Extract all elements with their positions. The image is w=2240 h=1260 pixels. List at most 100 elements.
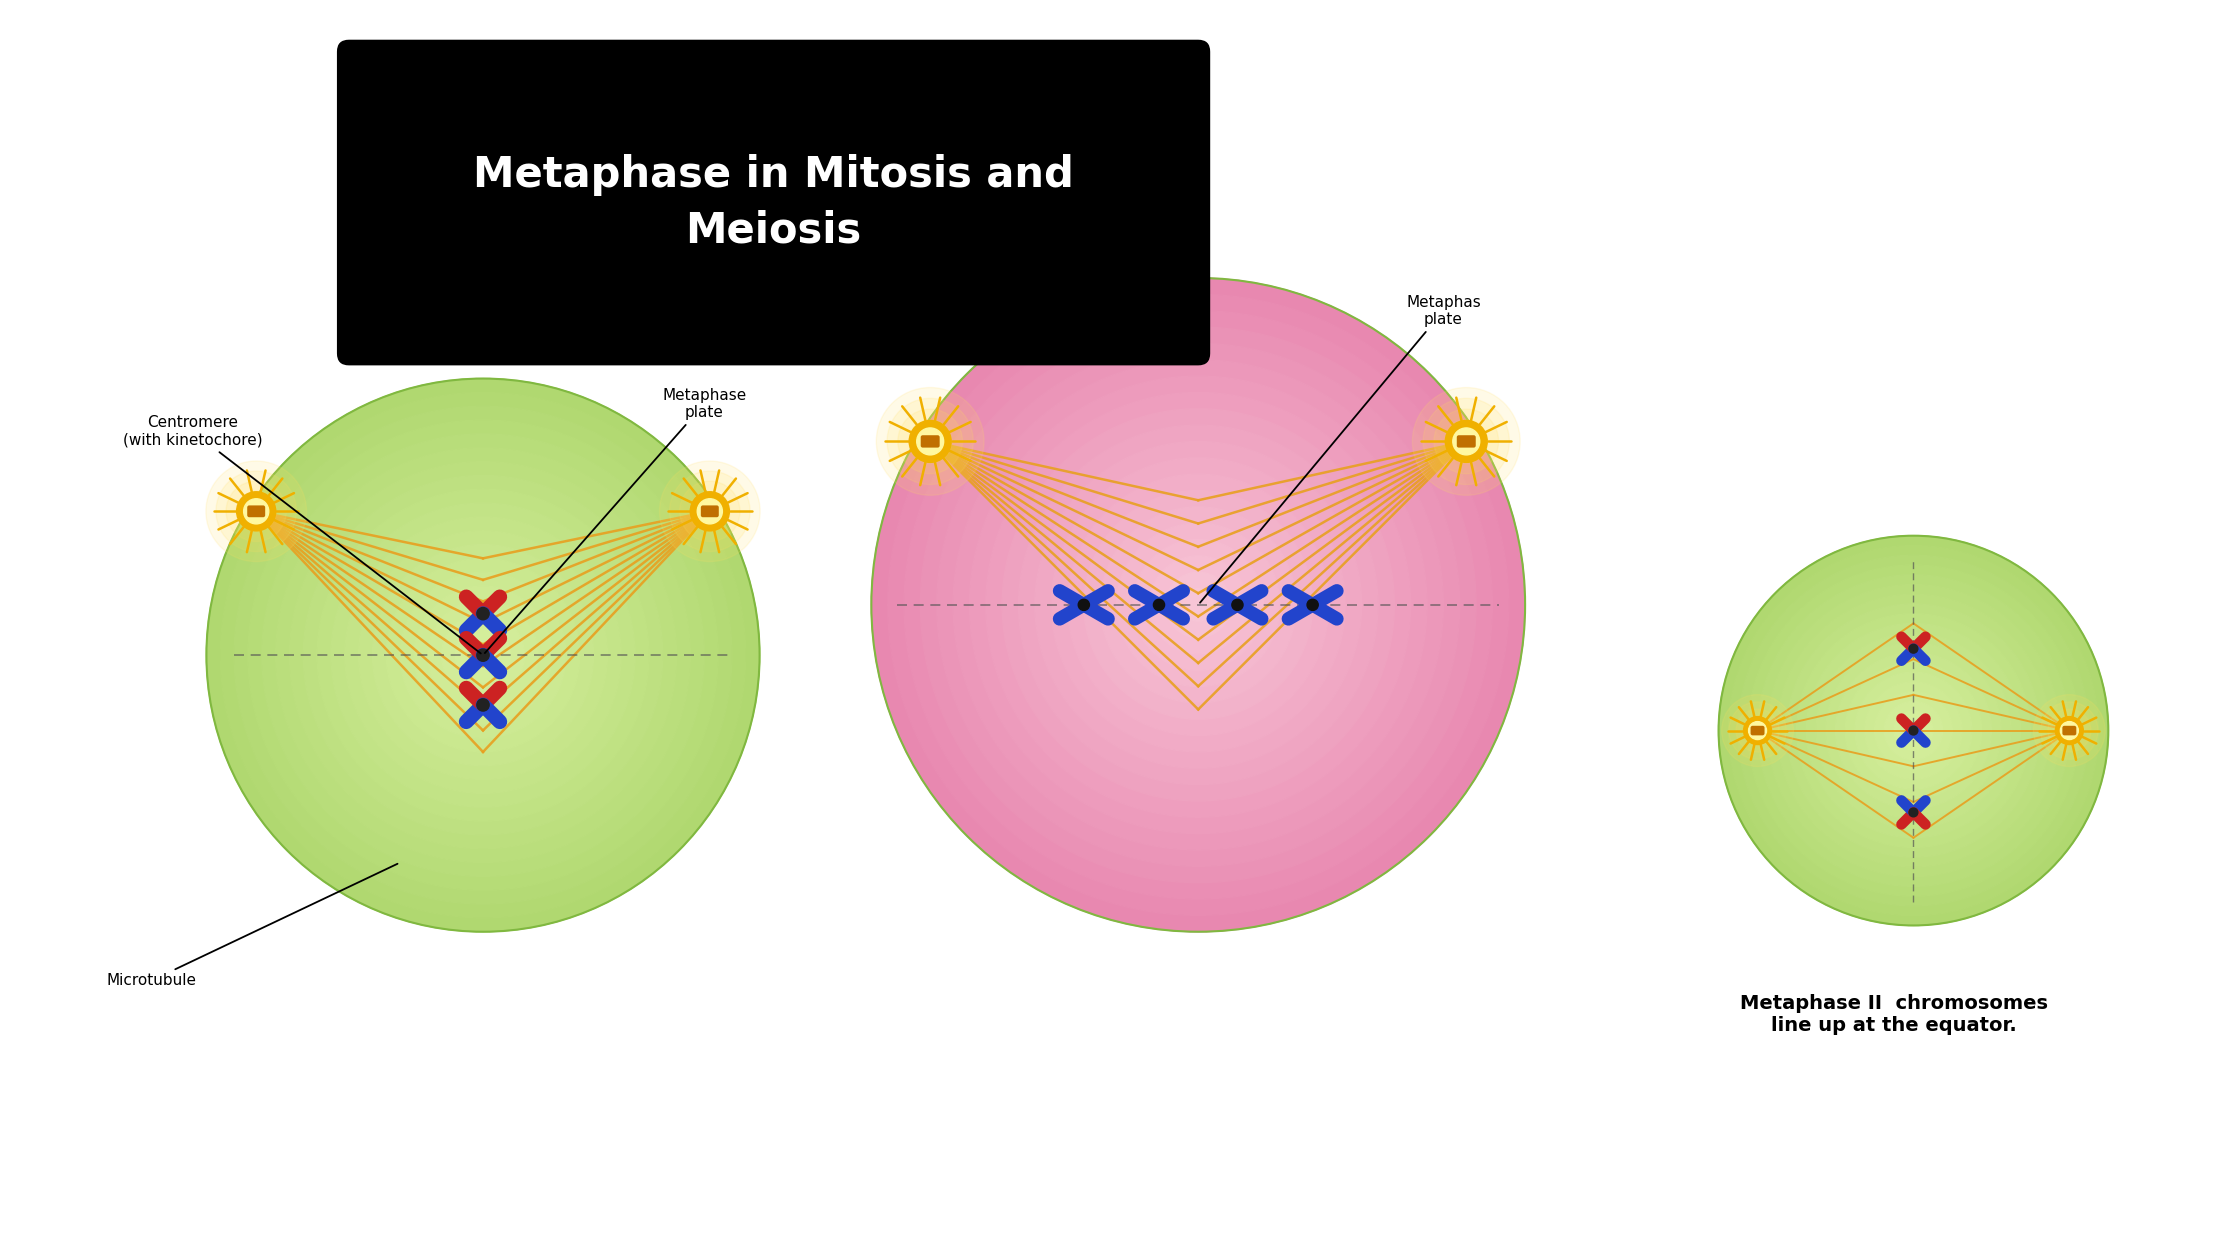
Circle shape (1788, 604, 2041, 857)
FancyBboxPatch shape (921, 435, 939, 447)
Circle shape (905, 311, 1492, 900)
Text: Metaphase II  chromosomes
line up at the equator.: Metaphase II chromosomes line up at the … (1740, 994, 2047, 1034)
Circle shape (1747, 564, 2079, 896)
Circle shape (237, 491, 276, 530)
Circle shape (289, 461, 676, 849)
Circle shape (1855, 672, 1971, 789)
Circle shape (1908, 644, 1917, 653)
Circle shape (441, 614, 524, 697)
Text: Microtubule: Microtubule (105, 864, 396, 988)
Circle shape (1068, 474, 1328, 736)
FancyBboxPatch shape (701, 505, 719, 517)
Circle shape (1001, 408, 1393, 801)
FancyBboxPatch shape (246, 505, 264, 517)
Circle shape (1154, 600, 1165, 610)
Circle shape (414, 586, 551, 724)
Circle shape (372, 544, 594, 766)
Circle shape (1051, 457, 1346, 752)
Circle shape (1864, 682, 1962, 779)
Circle shape (1846, 663, 1982, 799)
Circle shape (1736, 709, 1779, 752)
Circle shape (1454, 428, 1481, 455)
Circle shape (428, 600, 538, 711)
Circle shape (249, 420, 719, 891)
Circle shape (1035, 441, 1362, 769)
Circle shape (876, 388, 983, 495)
FancyBboxPatch shape (336, 40, 1210, 365)
Circle shape (909, 421, 952, 462)
Circle shape (332, 503, 636, 808)
Circle shape (1445, 420, 1487, 462)
Circle shape (898, 410, 963, 474)
Circle shape (385, 558, 580, 752)
Circle shape (2061, 722, 2079, 740)
Circle shape (936, 344, 1460, 867)
Circle shape (1413, 388, 1521, 495)
Circle shape (226, 481, 287, 542)
Circle shape (1183, 588, 1214, 621)
Circle shape (246, 501, 267, 522)
Circle shape (302, 475, 663, 835)
Circle shape (2054, 716, 2083, 745)
FancyBboxPatch shape (1752, 726, 1765, 736)
Circle shape (220, 392, 746, 917)
Circle shape (1133, 539, 1263, 670)
Circle shape (697, 499, 721, 524)
Circle shape (1817, 633, 2012, 828)
Circle shape (2034, 694, 2106, 766)
Circle shape (1749, 723, 1765, 738)
Circle shape (401, 572, 567, 738)
Circle shape (1767, 585, 2059, 877)
Circle shape (952, 359, 1443, 850)
Text: Metaphase
plate: Metaphase plate (484, 388, 746, 653)
Circle shape (2056, 717, 2083, 745)
Circle shape (1084, 490, 1313, 719)
Circle shape (1895, 711, 1933, 750)
Circle shape (918, 431, 941, 452)
Circle shape (477, 607, 488, 620)
Text: Metaphase in Mitosis and
Meiosis: Metaphase in Mitosis and Meiosis (473, 154, 1073, 251)
Circle shape (1826, 643, 2000, 818)
Circle shape (986, 392, 1411, 818)
Circle shape (1749, 722, 1767, 740)
Circle shape (1100, 507, 1297, 703)
Circle shape (1077, 600, 1089, 610)
Circle shape (1308, 600, 1317, 610)
Circle shape (1456, 431, 1476, 452)
Circle shape (318, 489, 650, 822)
Circle shape (1796, 614, 2029, 848)
Circle shape (358, 530, 607, 780)
Text: Centromere
(with kinetochore): Centromere (with kinetochore) (123, 416, 482, 654)
Circle shape (1875, 692, 1953, 770)
Circle shape (1835, 653, 1991, 809)
Circle shape (1434, 410, 1499, 474)
Circle shape (477, 699, 488, 711)
Circle shape (1723, 694, 1794, 766)
Circle shape (970, 375, 1427, 834)
Circle shape (1116, 523, 1279, 687)
Circle shape (887, 295, 1510, 915)
Circle shape (1718, 536, 2108, 925)
Circle shape (276, 447, 690, 863)
Circle shape (690, 491, 730, 530)
Circle shape (1445, 421, 1487, 462)
Circle shape (1884, 702, 1942, 760)
Circle shape (2063, 723, 2076, 738)
Circle shape (887, 398, 974, 485)
Circle shape (659, 461, 759, 562)
Circle shape (909, 420, 952, 462)
Circle shape (1165, 572, 1232, 638)
Circle shape (1758, 575, 2070, 887)
FancyBboxPatch shape (1456, 435, 1476, 447)
Circle shape (1729, 702, 1785, 760)
FancyBboxPatch shape (2063, 726, 2076, 736)
Circle shape (2047, 709, 2090, 752)
Circle shape (699, 501, 719, 522)
Circle shape (1743, 717, 1772, 745)
Circle shape (468, 641, 497, 669)
Circle shape (233, 406, 732, 905)
Circle shape (1149, 556, 1248, 654)
Text: Metaphas
plate: Metaphas plate (1201, 295, 1481, 602)
Circle shape (455, 627, 511, 683)
Circle shape (679, 481, 739, 542)
